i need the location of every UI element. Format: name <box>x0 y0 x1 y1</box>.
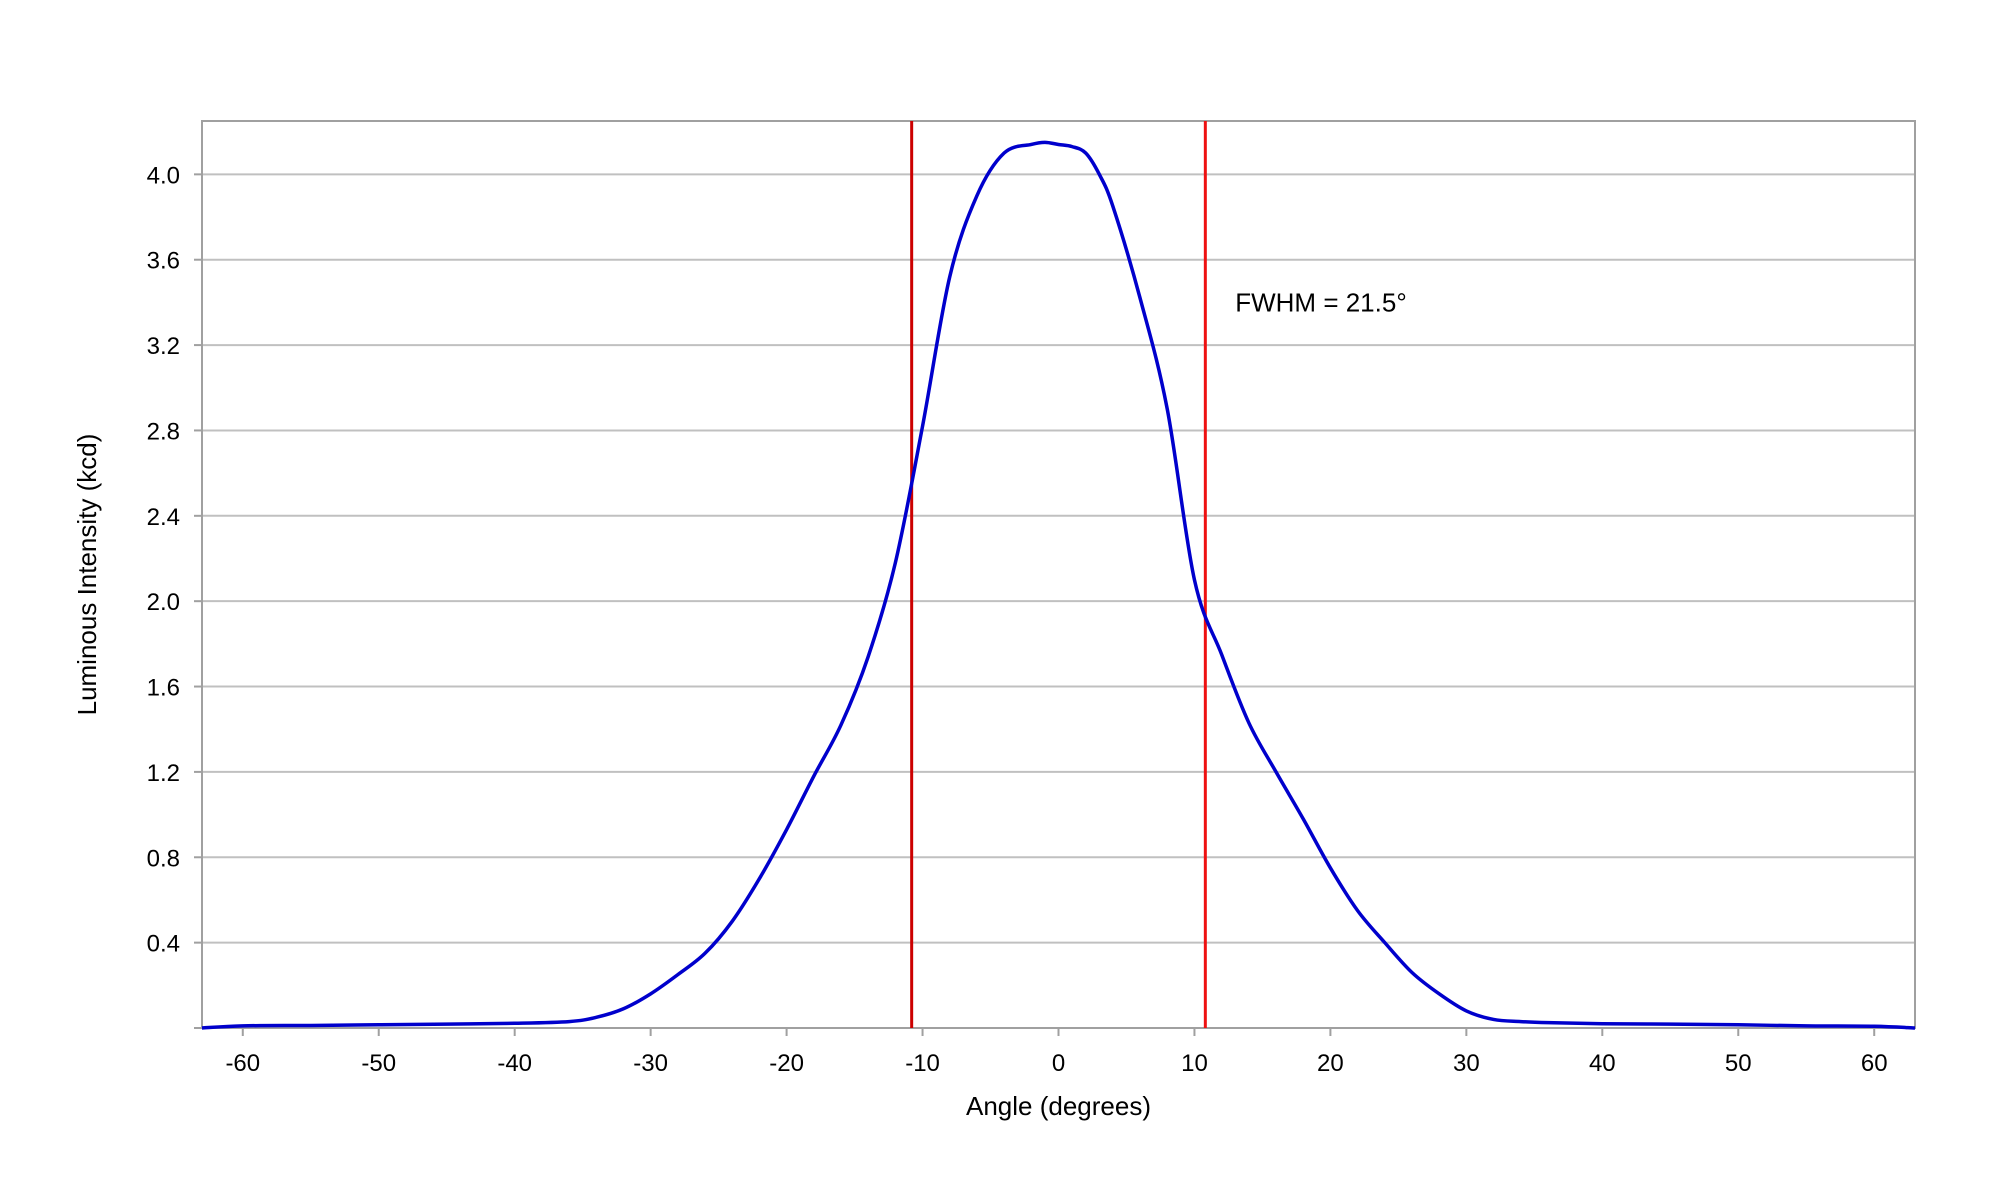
x-axis-ticks: -60 -50 -40 -30 -20 -10 0 10 20 30 40 50 60 <box>225 1028 1888 1077</box>
x-tick-label: -60 <box>225 1050 260 1077</box>
y-tick-label: 4.0 <box>147 162 180 189</box>
x-tick-label: 60 <box>1861 1050 1888 1077</box>
x-axis-label: Angle (degrees) <box>966 1091 1151 1121</box>
fwhm-annotation: FWHM = 21.5° <box>1235 287 1407 317</box>
y-tick-label: 3.6 <box>147 248 180 275</box>
y-tick-label: 2.8 <box>147 418 180 445</box>
y-tick-label: 2.0 <box>147 589 180 616</box>
x-tick-label: -10 <box>905 1050 940 1077</box>
x-tick-label: 20 <box>1317 1050 1344 1077</box>
y-tick-label: 2.4 <box>147 504 180 531</box>
x-tick-label: 40 <box>1589 1050 1616 1077</box>
x-tick-label: -20 <box>769 1050 804 1077</box>
grid <box>202 173 1915 944</box>
series-group <box>201 140 1916 1030</box>
y-tick-label: 3.2 <box>147 333 180 360</box>
x-tick-label: 10 <box>1181 1050 1208 1077</box>
y-tick-label: 0.8 <box>147 845 180 872</box>
x-tick-label: -50 <box>361 1050 396 1077</box>
series-line <box>201 140 1916 1030</box>
x-tick-label: 30 <box>1453 1050 1480 1077</box>
y-axis-ticks: 0.4 0.8 1.2 1.6 2.0 2.4 2.8 3.2 3.6 4.0 <box>147 162 202 1029</box>
y-tick-label: 0.4 <box>147 931 180 958</box>
y-axis-label: Luminous Intensity (kcd) <box>72 434 102 716</box>
reference-lines <box>910 121 1207 1028</box>
annotations: FWHM = 21.5° <box>1235 287 1407 317</box>
x-tick-label: 0 <box>1052 1050 1065 1077</box>
y-tick-label: 1.6 <box>147 675 180 702</box>
x-tick-label: -40 <box>497 1050 532 1077</box>
x-tick-label: -30 <box>633 1050 668 1077</box>
x-tick-label: 50 <box>1725 1050 1752 1077</box>
y-tick-label: 1.2 <box>147 760 180 787</box>
